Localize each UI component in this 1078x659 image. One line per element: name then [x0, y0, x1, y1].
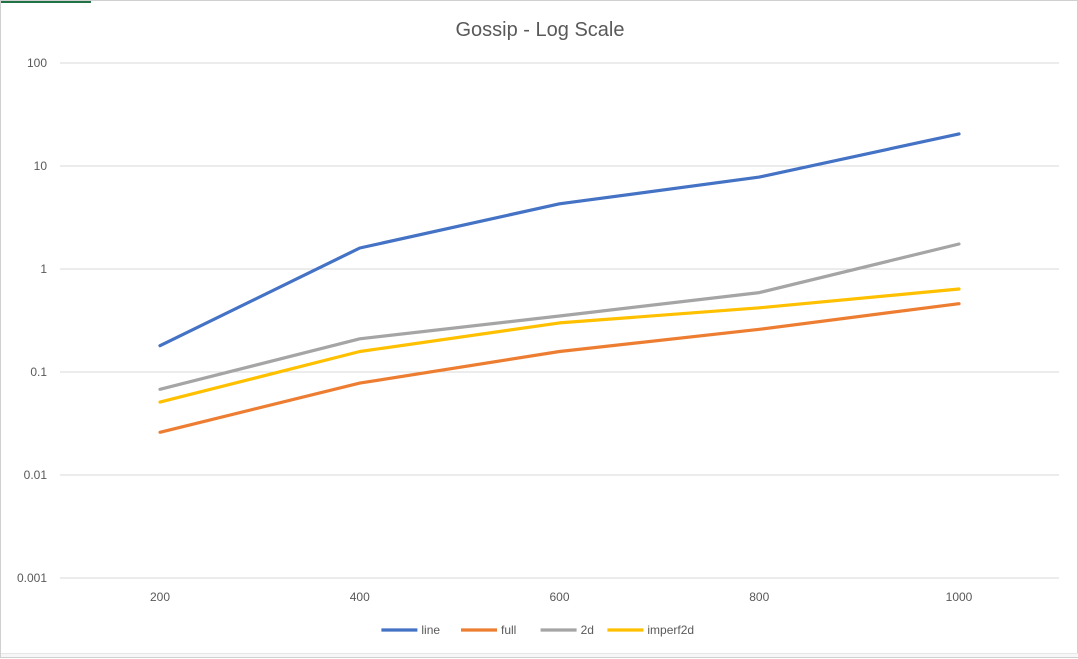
x-tick-label: 800 [749, 590, 769, 604]
y-tick-label: 0.01 [24, 468, 48, 482]
y-tick-label: 0.1 [30, 365, 47, 379]
legend: line full 2d imperf2d [381, 623, 694, 637]
y-tick-label: 1 [40, 262, 47, 276]
y-tick-label: 0.001 [17, 571, 47, 585]
x-tick-label: 200 [150, 590, 170, 604]
legend-item-line[interactable]: line [381, 623, 440, 637]
x-tick-label: 400 [350, 590, 370, 604]
legend-item-full[interactable]: full [461, 623, 516, 637]
chart-title: Gossip - Log Scale [456, 19, 625, 41]
sheet-gridline-strip [1, 653, 1078, 657]
series-line-line [158, 132, 961, 348]
legend-item-imperf2d[interactable]: imperf2d [607, 623, 694, 637]
series-line-imperf2d [158, 287, 961, 404]
legend-item-2d[interactable]: 2d [540, 623, 594, 637]
legend-label: full [501, 623, 516, 637]
x-tick-label: 1000 [946, 590, 973, 604]
series-line-2d [158, 242, 961, 391]
series-line-full [158, 302, 961, 434]
legend-label: line [421, 623, 440, 637]
y-tick-label: 100 [27, 56, 47, 70]
legend-label: imperf2d [647, 623, 694, 637]
sheet-accent-strip [1, 1, 91, 3]
y-axis-tick-labels: 100 10 1 0.1 0.01 0.001 [17, 56, 47, 585]
legend-label: 2d [581, 623, 594, 637]
x-tick-label: 600 [549, 590, 569, 604]
gridlines [60, 62, 1059, 579]
series-lines [158, 132, 961, 434]
x-axis-tick-labels: 200 400 600 800 1000 [150, 590, 973, 604]
y-tick-label: 10 [34, 159, 48, 173]
